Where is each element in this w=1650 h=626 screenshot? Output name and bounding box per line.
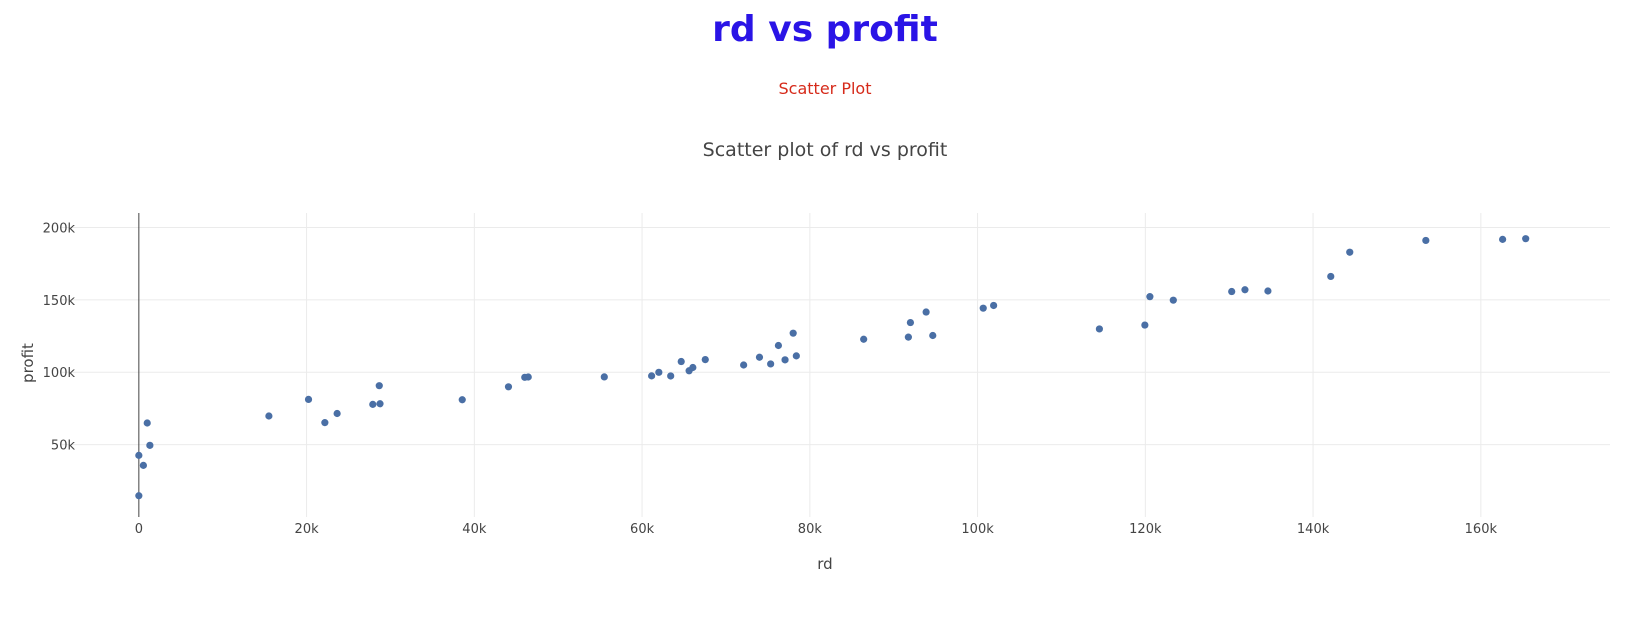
data-point[interactable] [755, 353, 764, 361]
data-point[interactable] [1141, 321, 1149, 329]
data-point[interactable] [906, 318, 915, 327]
grid-layer [60, 213, 1610, 517]
x-tick-label: 120k [1129, 522, 1162, 537]
data-point[interactable] [139, 461, 147, 469]
data-point[interactable] [369, 400, 377, 408]
data-point[interactable] [265, 412, 273, 420]
data-point[interactable] [740, 361, 748, 369]
data-point[interactable] [135, 492, 143, 500]
data-point[interactable] [677, 357, 685, 366]
data-point[interactable] [600, 373, 608, 381]
data-point[interactable] [376, 400, 384, 408]
data-point[interactable] [767, 360, 775, 368]
data-point[interactable] [922, 308, 930, 316]
data-point[interactable] [792, 352, 800, 360]
data-point[interactable] [1095, 325, 1104, 333]
data-point[interactable] [1499, 235, 1507, 243]
data-point[interactable] [701, 355, 709, 364]
data-point[interactable] [648, 372, 656, 380]
data-point[interactable] [1346, 248, 1354, 256]
data-point[interactable] [929, 331, 937, 340]
data-point[interactable] [524, 373, 532, 381]
x-tick-label: 40k [462, 522, 487, 537]
y-tick-label: 150k [43, 294, 76, 309]
data-point[interactable] [774, 341, 783, 350]
y-axis-title: profit [19, 343, 37, 383]
data-point[interactable] [321, 419, 329, 427]
data-point[interactable] [1264, 287, 1272, 295]
data-point[interactable] [789, 329, 797, 337]
data-point[interactable] [655, 368, 663, 376]
data-point[interactable] [504, 383, 513, 391]
data-point[interactable] [1422, 236, 1430, 245]
data-point[interactable] [1241, 286, 1249, 294]
data-point[interactable] [667, 372, 675, 380]
x-tick-label: 100k [961, 522, 994, 537]
x-tick-label: 0 [135, 522, 143, 537]
data-point[interactable] [979, 304, 987, 312]
x-tick-label: 160k [1465, 522, 1498, 537]
y-tick-label: 50k [51, 439, 76, 454]
data-point[interactable] [458, 396, 466, 404]
data-point[interactable] [143, 419, 151, 427]
data-point[interactable] [304, 395, 313, 404]
y-tick-label: 100k [43, 366, 76, 381]
chart-title: Scatter plot of rd vs profit [703, 139, 948, 161]
x-tick-label: 20k [295, 522, 320, 537]
x-tick-label: 60k [630, 522, 655, 537]
data-point[interactable] [333, 409, 341, 418]
data-point[interactable] [375, 382, 383, 390]
data-point[interactable] [1146, 293, 1154, 301]
x-tick-label: 140k [1297, 522, 1330, 537]
data-point[interactable] [860, 335, 868, 343]
points-layer [135, 235, 1530, 500]
data-point[interactable] [1522, 235, 1530, 243]
data-point[interactable] [904, 333, 912, 341]
data-point[interactable] [1327, 272, 1335, 281]
page-subtitle: Scatter Plot [778, 79, 872, 98]
data-point[interactable] [689, 363, 697, 372]
y-tick-label: 200k [43, 221, 76, 236]
data-point[interactable] [781, 356, 789, 364]
page-title: rd vs profit [712, 9, 938, 50]
x-axis-title: rd [817, 555, 832, 573]
data-point[interactable] [146, 441, 154, 449]
data-point[interactable] [990, 301, 998, 310]
x-tick-label: 80k [798, 522, 823, 537]
axis-layer: 50k 100k 150k 200k 0 20k 40k 60k 80k 100k 120k 140k… [43, 221, 1498, 537]
data-point[interactable] [1228, 287, 1236, 296]
data-point[interactable] [135, 451, 143, 459]
data-point[interactable] [1169, 296, 1177, 304]
